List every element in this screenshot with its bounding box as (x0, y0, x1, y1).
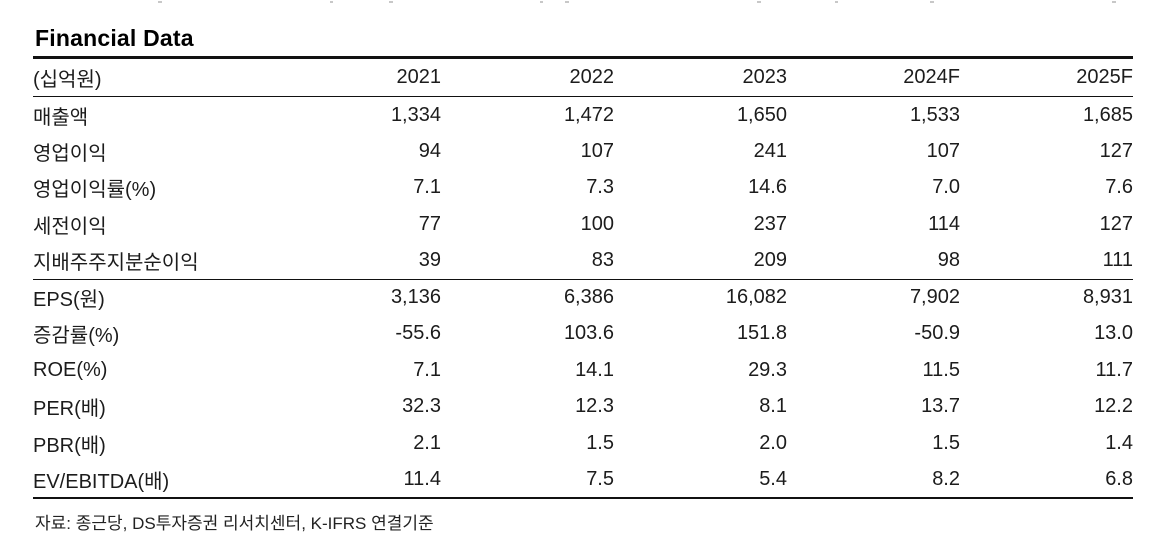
cell-value: 127 (1099, 139, 1133, 162)
cell-value: 127 (1099, 212, 1133, 235)
cell-value: 6,386 (563, 286, 614, 308)
year-header: 2023 (742, 66, 788, 88)
cell-value: 7.6 (1105, 176, 1133, 199)
cropped-text-artifact (389, 1, 393, 3)
cell-value: 107 (580, 139, 614, 162)
cropped-text-artifact (835, 1, 838, 3)
cell-value: 98 (937, 249, 960, 271)
cell-value: 2.0 (759, 431, 787, 454)
cell-value: 7.5 (586, 467, 614, 490)
cell-value: 1,533 (909, 103, 960, 126)
cell-value: 7,902 (909, 286, 960, 308)
year-header: 2024F (903, 66, 960, 88)
cropped-text-artifact (930, 1, 934, 3)
row-label: EV/EBITDA(배) (33, 470, 170, 493)
row-label: 영업이익 (33, 142, 107, 165)
cell-value: 8,931 (1082, 286, 1133, 308)
cell-value: 111 (1102, 249, 1133, 271)
cell-value: 12.2 (1094, 395, 1133, 418)
cell-value: 100 (580, 212, 614, 235)
unit-label: (십억원) (33, 69, 102, 91)
cell-value: 1,685 (1082, 103, 1133, 126)
source-note: 자료: 종근당, DS투자증권 리서치센터, K-IFRS 연결기준 (35, 514, 434, 533)
year-header: 2021 (396, 66, 442, 88)
cell-value: 11.4 (403, 467, 441, 490)
cell-value: 107 (926, 139, 960, 162)
cell-value: 83 (591, 249, 614, 271)
cell-value: 39 (418, 249, 441, 271)
cell-value: 209 (753, 249, 787, 271)
row-label: PBR(배) (33, 434, 106, 457)
table-row: 영업이익 94 107 241 107 127 (33, 133, 1133, 170)
table-row: EV/EBITDA(배) 11.4 7.5 5.4 8.2 6.8 (33, 462, 1133, 499)
cell-value: 29.3 (748, 358, 787, 381)
cell-value: 8.1 (759, 395, 787, 418)
cell-value: 1,472 (563, 103, 614, 126)
cropped-text-artifact (158, 1, 162, 3)
cell-value: 16,082 (725, 286, 787, 308)
cell-value: 103.6 (563, 322, 614, 345)
table-row: PBR(배) 2.1 1.5 2.0 1.5 1.4 (33, 425, 1133, 462)
year-header-row: (십억원) 2021 2022 2023 2024F 2025F (33, 58, 1133, 97)
cell-value: 2.1 (413, 431, 441, 454)
cell-value: 3,136 (390, 286, 441, 308)
row-label: 지배주주지분순이익 (33, 252, 199, 274)
cell-value: 14.6 (748, 176, 787, 199)
cell-value: 5.4 (759, 467, 787, 490)
cropped-text-artifact (1112, 1, 1116, 3)
cell-value: 14.1 (575, 358, 614, 381)
cropped-text-artifact (757, 1, 761, 3)
cell-value: 13.0 (1094, 322, 1133, 345)
cell-value: 1,334 (390, 103, 441, 126)
cropped-text-artifact (330, 1, 333, 3)
row-label: 증감률(%) (33, 325, 120, 348)
table-row: 증감률(%) -55.6 103.6 151.8 -50.9 13.0 (33, 316, 1133, 353)
cropped-text-artifact (565, 1, 569, 3)
cell-value: -50.9 (914, 322, 960, 345)
cell-value: 1.5 (932, 431, 960, 454)
cell-value: 32.3 (402, 395, 441, 418)
cell-value: 11.7 (1095, 358, 1133, 381)
table-row: ROE(%) 7.1 14.1 29.3 11.5 11.7 (33, 352, 1133, 389)
cell-value: 8.2 (932, 467, 960, 490)
table-row: EPS(원) 3,136 6,386 16,082 7,902 8,931 (33, 279, 1133, 316)
cell-value: 6.8 (1105, 467, 1133, 490)
cell-value: 11.5 (922, 358, 960, 381)
cell-value: 7.0 (932, 176, 960, 199)
cell-value: 7.3 (586, 176, 614, 199)
cell-value: 7.1 (413, 176, 441, 199)
cell-value: 1.5 (586, 431, 614, 454)
cell-value: 1.4 (1105, 431, 1133, 454)
cell-value: 114 (928, 212, 960, 235)
cell-value: 12.3 (575, 395, 614, 418)
table-row: 세전이익 77 100 237 114 127 (33, 206, 1133, 243)
cell-value: 237 (753, 212, 787, 235)
table-row: 매출액 1,334 1,472 1,650 1,533 1,685 (33, 97, 1133, 134)
financial-data-table: (십억원) 2021 2022 2023 2024F 2025F 매출액 1,334 1,4… (33, 56, 1133, 499)
cell-value: 241 (753, 139, 787, 162)
cell-value: 13.7 (921, 395, 960, 418)
table-row: PER(배) 32.3 12.3 8.1 13.7 12.2 (33, 389, 1133, 426)
cropped-text-artifact (540, 1, 543, 3)
section-title: Financial Data (35, 25, 194, 51)
table-row: 영업이익률(%) 7.1 7.3 14.6 7.0 7.6 (33, 170, 1133, 207)
row-label: 영업이익률(%) (33, 179, 157, 202)
cell-value: 77 (418, 212, 441, 235)
cell-value: 1,650 (736, 103, 787, 126)
cell-value: 94 (418, 139, 441, 162)
row-label: PER(배) (33, 398, 106, 421)
group-0: 매출액 1,334 1,472 1,650 1,533 1,685 영업이익 94 107 241… (33, 97, 1133, 280)
row-label: 매출액 (33, 106, 89, 129)
cell-value: 151.8 (736, 322, 787, 345)
table-row: 지배주주지분순이익 39 83 209 98 111 (33, 243, 1133, 280)
row-label: 세전이익 (33, 215, 107, 238)
year-header: 2025F (1076, 66, 1133, 88)
row-label: EPS(원) (33, 289, 105, 311)
year-header: 2022 (569, 66, 615, 88)
cell-value: -55.6 (395, 322, 441, 345)
group-1: EPS(원) 3,136 6,386 16,082 7,902 8,931 증감률(%) -5… (33, 279, 1133, 498)
row-label: ROE(%) (33, 358, 108, 381)
cell-value: 7.1 (413, 358, 441, 381)
